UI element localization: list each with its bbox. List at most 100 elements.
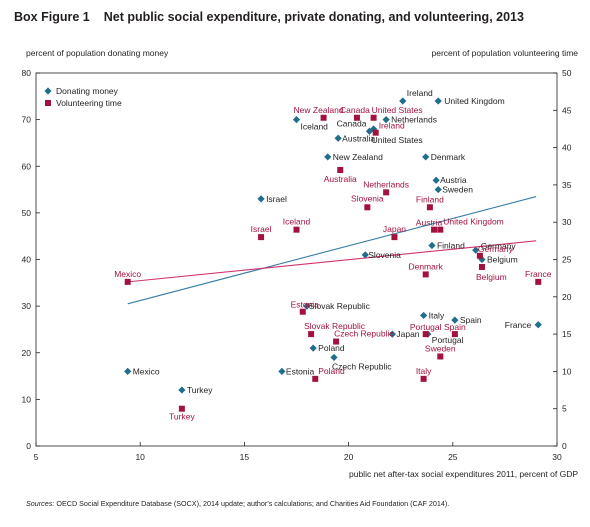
volunteering-point-germany (476, 252, 483, 259)
donating-label-canada: Canada (337, 118, 367, 128)
y-right-tick-label: 25 (562, 255, 572, 265)
volunteering-label-spain: Spain (444, 322, 466, 332)
volunteering-label-united-states: United States (372, 105, 423, 115)
x-tick-label: 30 (552, 452, 562, 462)
figure-title: Box Figure 1 Net public social expenditur… (14, 10, 524, 24)
volunteering-label-finland: Finland (416, 194, 444, 204)
donating-point-finland (428, 241, 436, 250)
donating-label-israel: Israel (266, 194, 287, 204)
donating-point-turkey (178, 386, 186, 394)
donating-label-iceland: Iceland (301, 122, 329, 132)
legend: Donating money Volunteering time (44, 86, 122, 108)
volunteering-point-italy (420, 375, 427, 382)
x-tick-label: 10 (135, 452, 145, 462)
points-layer (124, 97, 542, 412)
volunteering-point-israel (258, 234, 265, 241)
donating-label-portugal: Portugal (432, 335, 464, 345)
donating-label-spain: Spain (460, 315, 482, 325)
volunteering-label-united-kingdom: United Kingdom (443, 217, 503, 227)
sources-label: Sources: (26, 499, 55, 508)
donating-point-united-states (370, 125, 378, 133)
figure-label: Box Figure 1 (14, 10, 90, 24)
volunteering-label-mexico: Mexico (114, 269, 141, 279)
x-tick-label: 5 (34, 452, 39, 462)
donating-point-new-zealand (324, 153, 332, 161)
y-right-tick-label: 0 (562, 441, 567, 451)
donating-trend-line (127, 196, 537, 305)
volunteering-label-israel: Israel (251, 224, 272, 234)
y-right-tick-label: 50 (562, 68, 572, 78)
volunteering-point-united-kingdom (437, 226, 444, 233)
volunteering-point-czech-republic (333, 338, 340, 345)
y-right-tick-label: 35 (562, 180, 572, 190)
volunteering-label-estonia: Estonia (291, 300, 320, 310)
volunteering-label-japan: Japan (383, 224, 406, 234)
volunteering-point-ireland (372, 129, 379, 136)
volunteering-label-ireland: Ireland (379, 121, 405, 131)
donating-label-mexico: Mexico (133, 366, 160, 376)
donating-point-sweden (434, 185, 442, 194)
volunteering-point-denmark (422, 271, 429, 278)
legend-donating-swatch (44, 87, 52, 95)
volunteering-label-portugal: Portugal (410, 322, 442, 332)
donating-label-sweden: Sweden (442, 185, 473, 195)
donating-label-austria: Austria (440, 175, 467, 185)
volunteering-label-netherlands: Netherlands (363, 179, 409, 189)
donating-point-slovak-republic (303, 302, 311, 310)
volunteering-point-finland (426, 204, 433, 211)
donating-label-australia: Australia (342, 133, 375, 143)
y-left-tick-label: 60 (22, 161, 32, 171)
volunteering-point-united-states (370, 114, 377, 121)
y-right-axis-label: percent of population volunteering time (432, 48, 579, 58)
donating-label-czech-republic: Czech Republic (332, 361, 392, 371)
y-left-tick-label: 50 (22, 208, 32, 218)
donating-point-japan (388, 330, 396, 338)
donating-point-australia (334, 134, 342, 142)
donating-point-poland (309, 344, 317, 352)
volunteering-point-turkey (178, 405, 185, 412)
volunteering-point-belgium (478, 263, 485, 270)
volunteering-point-mexico (124, 278, 131, 285)
volunteering-label-slovenia: Slovenia (351, 193, 384, 203)
y-left-tick-label: 80 (22, 68, 32, 78)
donating-point-united-kingdom (434, 97, 442, 105)
volunteering-point-australia (337, 166, 344, 173)
x-tick-label: 15 (240, 452, 250, 462)
donating-label-france: France (505, 320, 532, 330)
donating-label-estonia: Estonia (286, 366, 315, 376)
volunteering-label-australia: Australia (324, 174, 357, 184)
volunteering-point-slovak-republic (308, 331, 315, 338)
volunteering-point-canada (353, 114, 360, 121)
volunteering-label-turkey: Turkey (169, 412, 195, 422)
volunteering-point-estonia (299, 308, 306, 315)
donating-label-finland: Finland (437, 241, 465, 251)
donating-label-germany: Germany (481, 241, 517, 251)
donating-label-japan: Japan (396, 329, 419, 339)
y-right-tick-label: 10 (562, 366, 572, 376)
donating-point-germany (472, 246, 480, 254)
donating-label-new-zealand: New Zealand (333, 152, 383, 162)
volunteering-label-czech-republic: Czech Republic (334, 329, 394, 339)
trend-layer (127, 196, 537, 305)
donating-label-turkey: Turkey (187, 385, 213, 395)
y-left-tick-label: 10 (22, 394, 32, 404)
volunteering-point-sweden (437, 353, 444, 360)
donating-point-spain (451, 316, 459, 324)
donating-label-united-kingdom: United Kingdom (444, 96, 504, 106)
donating-point-estonia (278, 367, 286, 375)
volunteering-point-japan (391, 234, 398, 241)
donating-label-netherlands: Netherlands (391, 115, 437, 125)
donating-label-poland: Poland (318, 343, 345, 353)
donating-label-slovak-republic: Slovak Republic (309, 301, 371, 311)
y-right-tick-label: 20 (562, 292, 572, 302)
donating-label-denmark: Denmark (431, 152, 466, 162)
donating-label-italy: Italy (429, 310, 445, 320)
sources-note: Sources: OECD Social Expenditure Databas… (26, 499, 449, 508)
volunteering-point-france (535, 278, 542, 285)
labels-layer: Mexico Turkey Israel Estonia Iceland Slovak R… (114, 88, 552, 422)
sources-text: OECD Social Expenditure Database (SOCX),… (56, 499, 450, 508)
donating-point-france (534, 321, 542, 329)
volunteering-trend-line (127, 240, 537, 283)
y-right-tick-label: 45 (562, 105, 572, 115)
